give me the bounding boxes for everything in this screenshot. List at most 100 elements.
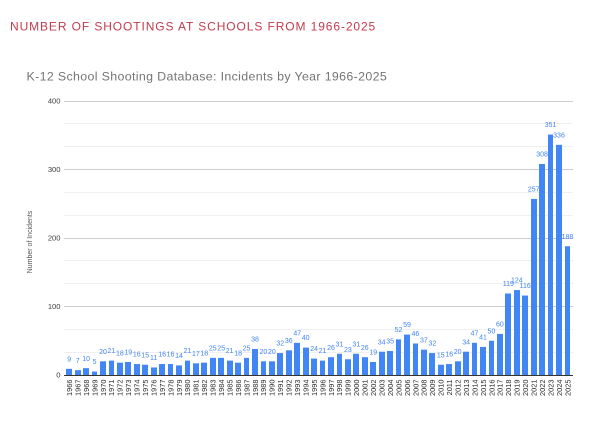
svg-text:41: 41 — [479, 335, 487, 342]
svg-text:2016: 2016 — [487, 380, 496, 396]
svg-text:1975: 1975 — [141, 380, 150, 396]
svg-text:21: 21 — [226, 348, 234, 355]
svg-text:7: 7 — [76, 358, 80, 365]
svg-text:15: 15 — [437, 352, 445, 359]
svg-text:21: 21 — [108, 348, 116, 355]
svg-text:18: 18 — [234, 350, 242, 357]
svg-text:1967: 1967 — [73, 380, 82, 396]
svg-text:1991: 1991 — [276, 380, 285, 396]
svg-text:308: 308 — [536, 152, 548, 159]
svg-text:2021: 2021 — [529, 380, 538, 396]
svg-text:2017: 2017 — [496, 380, 505, 396]
svg-text:1978: 1978 — [166, 380, 175, 396]
svg-text:1988: 1988 — [251, 380, 260, 396]
svg-text:1998: 1998 — [335, 380, 344, 396]
svg-text:16: 16 — [158, 352, 166, 359]
svg-text:31: 31 — [352, 341, 360, 348]
svg-text:60: 60 — [496, 322, 504, 329]
svg-text:2012: 2012 — [453, 380, 462, 396]
svg-text:257: 257 — [528, 187, 540, 194]
svg-text:119: 119 — [503, 281, 514, 288]
svg-text:2005: 2005 — [394, 380, 403, 396]
svg-text:25: 25 — [243, 345, 251, 352]
svg-text:K-12 School Shooting Database:: K-12 School Shooting Database: Incidents… — [27, 69, 388, 83]
svg-text:19: 19 — [124, 350, 132, 357]
svg-text:21: 21 — [319, 348, 327, 355]
svg-text:336: 336 — [553, 132, 565, 139]
svg-text:2019: 2019 — [513, 380, 522, 396]
svg-text:5: 5 — [93, 359, 97, 366]
svg-text:34: 34 — [462, 339, 470, 346]
svg-text:400: 400 — [48, 97, 61, 106]
svg-text:1993: 1993 — [293, 380, 302, 396]
svg-text:2008: 2008 — [420, 380, 429, 396]
svg-text:32: 32 — [428, 341, 436, 348]
svg-text:26: 26 — [327, 345, 335, 352]
svg-text:38: 38 — [251, 337, 259, 344]
svg-text:1973: 1973 — [124, 380, 133, 396]
svg-text:2022: 2022 — [538, 380, 547, 396]
svg-text:200: 200 — [48, 234, 61, 243]
svg-text:188: 188 — [562, 234, 574, 241]
svg-text:2018: 2018 — [504, 380, 513, 396]
svg-text:46: 46 — [412, 331, 420, 338]
svg-text:1984: 1984 — [217, 380, 226, 396]
svg-text:35: 35 — [386, 339, 394, 346]
svg-text:52: 52 — [395, 327, 403, 334]
svg-text:124: 124 — [511, 278, 523, 285]
svg-text:116: 116 — [520, 283, 531, 290]
svg-text:11: 11 — [150, 355, 157, 362]
svg-text:0: 0 — [56, 371, 60, 380]
svg-text:10: 10 — [82, 356, 90, 363]
svg-text:1995: 1995 — [310, 380, 319, 396]
svg-text:24: 24 — [310, 346, 318, 353]
svg-text:1971: 1971 — [107, 380, 116, 396]
svg-text:36: 36 — [285, 338, 293, 345]
svg-text:2007: 2007 — [411, 380, 420, 396]
svg-text:16: 16 — [133, 352, 141, 359]
svg-text:2002: 2002 — [369, 380, 378, 396]
svg-text:1987: 1987 — [242, 380, 251, 396]
svg-text:2009: 2009 — [428, 380, 437, 396]
svg-text:34: 34 — [378, 339, 386, 346]
svg-text:2015: 2015 — [479, 380, 488, 396]
svg-text:47: 47 — [471, 330, 479, 337]
svg-text:17: 17 — [192, 351, 200, 358]
svg-text:59: 59 — [403, 322, 411, 329]
svg-text:37: 37 — [420, 337, 428, 344]
svg-text:18: 18 — [200, 350, 208, 357]
svg-text:25: 25 — [217, 345, 225, 352]
svg-text:1980: 1980 — [183, 380, 192, 396]
svg-text:9: 9 — [67, 356, 71, 363]
svg-text:1968: 1968 — [82, 380, 91, 396]
svg-text:23: 23 — [344, 347, 352, 354]
svg-text:2010: 2010 — [437, 380, 446, 396]
svg-text:100: 100 — [48, 302, 61, 311]
svg-text:1996: 1996 — [318, 380, 327, 396]
svg-text:1986: 1986 — [234, 380, 243, 396]
svg-text:20: 20 — [268, 349, 276, 356]
svg-text:25: 25 — [209, 345, 217, 352]
svg-text:2011: 2011 — [445, 380, 454, 396]
svg-text:47: 47 — [293, 330, 301, 337]
svg-text:2013: 2013 — [462, 380, 471, 396]
svg-text:1999: 1999 — [344, 380, 353, 396]
svg-text:1982: 1982 — [200, 380, 209, 396]
svg-text:1976: 1976 — [149, 380, 158, 396]
svg-text:1994: 1994 — [301, 380, 310, 396]
svg-text:2001: 2001 — [361, 380, 370, 396]
svg-text:2020: 2020 — [521, 380, 530, 396]
svg-text:18: 18 — [116, 350, 124, 357]
svg-text:Number of Incidents: Number of Incidents — [27, 210, 34, 273]
svg-text:15: 15 — [141, 352, 149, 359]
svg-text:1983: 1983 — [209, 380, 218, 396]
svg-text:20: 20 — [454, 349, 462, 356]
svg-text:32: 32 — [276, 341, 284, 348]
svg-text:1981: 1981 — [192, 380, 201, 396]
svg-text:1997: 1997 — [327, 380, 336, 396]
svg-text:2024: 2024 — [555, 380, 564, 396]
svg-text:16: 16 — [445, 352, 453, 359]
svg-text:40: 40 — [302, 335, 310, 342]
svg-text:19: 19 — [369, 350, 377, 357]
svg-text:1974: 1974 — [133, 380, 142, 396]
